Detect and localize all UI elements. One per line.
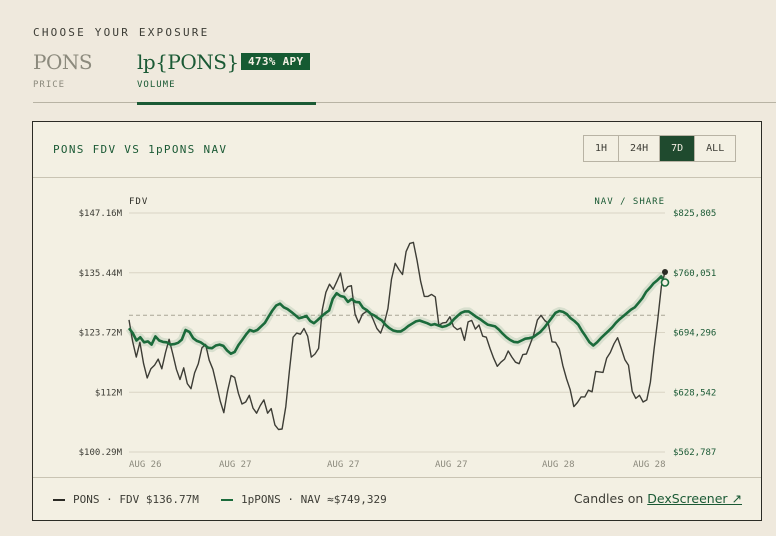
x-tick-label: AUG 28	[633, 460, 666, 470]
x-tick-label: AUG 27	[327, 460, 360, 470]
legend-nav-label: 1pPONS · NAV ≈$749,329	[241, 493, 387, 506]
tab-lppons-name: lp{PONS}	[137, 50, 239, 74]
right-axis-title: NAV / SHARE	[594, 197, 665, 207]
dexscreener-link[interactable]: DexScreener ↗	[647, 491, 742, 506]
range-button-1h[interactable]: 1H	[584, 136, 620, 161]
exposure-tabs: PONS PRICE lp{PONS} VOLUME 473% APY	[33, 50, 776, 105]
legend-nav: 1pPONS · NAV ≈$749,329	[221, 493, 387, 506]
left-tick-label: $112M	[95, 388, 123, 398]
left-tick-label: $147.16M	[79, 209, 123, 219]
tab-lppons-volume[interactable]: lp{PONS} VOLUME 473% APY	[137, 50, 316, 105]
apy-badge: 473% APY	[241, 53, 311, 70]
right-tick-label: $562,787	[673, 448, 716, 458]
right-tick-label: $694,296	[673, 329, 716, 339]
left-axis-title: FDV	[129, 197, 148, 207]
chart-card: FDV NAV / SHARE $147.16M $825,805 $135.44M $7…	[32, 121, 762, 521]
x-tick-label: AUG 27	[219, 460, 252, 470]
chart-title: PONS FDV VS 1pPONS NAV	[53, 143, 228, 156]
legend-fdv-label: PONS · FDV $136.77M	[73, 493, 199, 506]
range-button-all[interactable]: ALL	[706, 143, 725, 154]
tab-lppons-sub: VOLUME	[137, 80, 176, 90]
x-tick-label: AUG 27	[435, 460, 468, 470]
tab-pons-price[interactable]: PONS PRICE	[33, 50, 93, 90]
legend-fdv: PONS · FDV $136.77M	[53, 493, 199, 506]
left-tick-label: $123.72M	[79, 329, 123, 339]
right-tick-label: $628,542	[673, 388, 716, 398]
candles-prefix: Candles on	[573, 491, 648, 506]
fdv-series-line	[128, 241, 666, 431]
fdv-end-marker	[662, 268, 668, 275]
tab-pons-sub: PRICE	[33, 80, 66, 90]
chart-card-footer: PONS · FDV $136.77M 1pPONS · NAV ≈$749,3…	[33, 477, 761, 521]
range-selector: 1H 24H 7D ALL	[583, 135, 737, 162]
right-tick-label: $825,805	[673, 209, 716, 219]
x-tick-label: AUG 26	[129, 460, 162, 470]
nav-series-line	[127, 275, 667, 355]
x-tick-label: AUG 28	[542, 460, 575, 470]
candles-link-text: Candles on DexScreener ↗	[574, 491, 742, 506]
left-tick-label: $100.29M	[79, 448, 123, 458]
range-button-24h[interactable]: 24H	[619, 136, 661, 161]
legend-nav-swatch	[221, 498, 233, 501]
nav-end-marker	[660, 278, 670, 287]
left-tick-label: $135.44M	[79, 269, 123, 279]
range-button-7d[interactable]: 7D	[660, 136, 696, 161]
legend-fdv-swatch	[53, 498, 65, 501]
exposure-heading: CHOOSE YOUR EXPOSURE	[33, 26, 210, 39]
chart-svg: FDV NAV / SHARE $147.16M $825,805 $135.44M $7…	[79, 197, 717, 470]
right-tick-label: $760,051	[673, 269, 716, 279]
tab-pons-name: PONS	[33, 50, 93, 74]
chart-card-header: PONS FDV VS 1pPONS NAV 1H 24H 7D ALL	[33, 122, 761, 178]
